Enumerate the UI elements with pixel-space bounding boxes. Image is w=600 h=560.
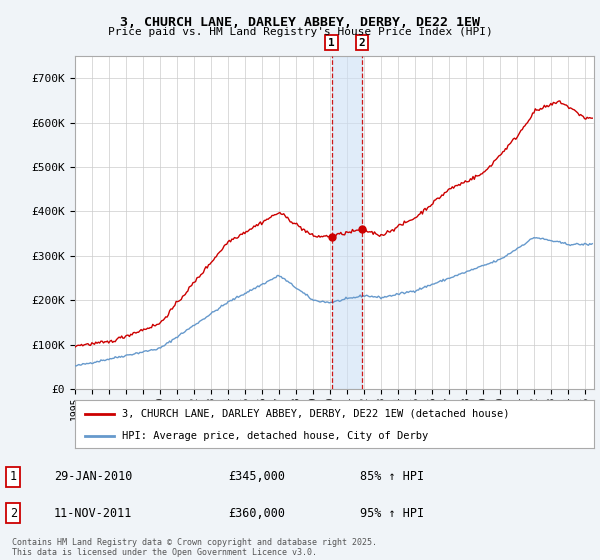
Text: 1: 1 (328, 38, 335, 48)
Text: 95% ↑ HPI: 95% ↑ HPI (360, 507, 424, 520)
Text: 2: 2 (359, 38, 365, 48)
Text: £345,000: £345,000 (228, 470, 285, 483)
Text: HPI: Average price, detached house, City of Derby: HPI: Average price, detached house, City… (122, 431, 428, 441)
Text: £360,000: £360,000 (228, 507, 285, 520)
Text: 29-JAN-2010: 29-JAN-2010 (54, 470, 133, 483)
Text: 11-NOV-2011: 11-NOV-2011 (54, 507, 133, 520)
Bar (332, 56, 362, 389)
Text: 3, CHURCH LANE, DARLEY ABBEY, DERBY, DE22 1EW: 3, CHURCH LANE, DARLEY ABBEY, DERBY, DE2… (120, 16, 480, 29)
Text: Price paid vs. HM Land Registry's House Price Index (HPI): Price paid vs. HM Land Registry's House … (107, 27, 493, 37)
Text: Contains HM Land Registry data © Crown copyright and database right 2025.
This d: Contains HM Land Registry data © Crown c… (12, 538, 377, 557)
Text: 3, CHURCH LANE, DARLEY ABBEY, DERBY, DE22 1EW (detached house): 3, CHURCH LANE, DARLEY ABBEY, DERBY, DE2… (122, 409, 509, 419)
Text: 1: 1 (10, 470, 17, 483)
Text: 85% ↑ HPI: 85% ↑ HPI (360, 470, 424, 483)
Text: 2: 2 (10, 507, 17, 520)
